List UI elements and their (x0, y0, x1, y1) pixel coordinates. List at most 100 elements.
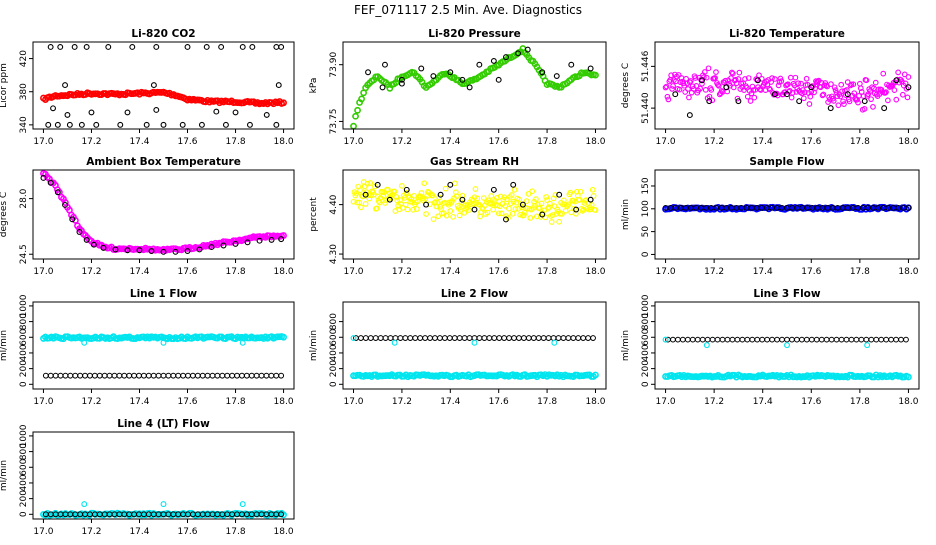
data-point (828, 81, 834, 87)
y-tick-label: 0 (329, 381, 339, 387)
x-tick-label: 17.0 (33, 267, 53, 277)
x-tick-label: 17.2 (81, 137, 101, 147)
data-point (823, 336, 830, 343)
data-point (136, 247, 143, 254)
data-point (239, 339, 246, 346)
data-point (682, 89, 689, 95)
series-average (350, 45, 599, 130)
y-axis-label: ml/min (309, 330, 319, 361)
data-point (490, 57, 497, 64)
data-point (136, 372, 142, 379)
data-point (703, 74, 710, 81)
panel-10: Line 4 (LT) Flow ml/min 17.0 17.2 17.4 17.6 17… (0, 418, 295, 537)
data-point (398, 76, 405, 83)
data-point (860, 93, 867, 99)
panel-title: Line 3 Flow (753, 288, 820, 300)
data-point (663, 83, 670, 90)
data-point (692, 75, 699, 81)
data-point (806, 101, 813, 107)
data-point (52, 372, 59, 379)
data-point (64, 111, 71, 118)
data-point (713, 69, 719, 75)
data-point (116, 372, 123, 379)
data-point (858, 336, 865, 343)
data-point (807, 93, 814, 100)
data-point (517, 211, 523, 218)
data-point (476, 61, 483, 68)
panel-2: Li-820 Pressure kPa 17.0 17.2 17.4 17.6 17.8 18… (309, 28, 607, 147)
data-point (447, 69, 454, 76)
data-point (754, 336, 761, 343)
data-point (87, 372, 93, 379)
data-point (568, 61, 575, 68)
data-point (354, 106, 361, 114)
data-point (675, 336, 681, 343)
data-point (706, 98, 713, 105)
data-point (905, 373, 912, 381)
data-point (180, 372, 187, 379)
data-point (150, 82, 157, 89)
data-point (550, 335, 557, 341)
data-point (546, 204, 552, 210)
x-tick-label: 17.8 (226, 267, 246, 277)
x-tick-label: 18.0 (898, 137, 918, 147)
data-point (905, 84, 912, 91)
data-point (418, 65, 425, 72)
data-point (893, 77, 900, 84)
data-point (47, 179, 54, 186)
data-point (521, 335, 527, 341)
data-point (819, 92, 826, 99)
data-point (732, 76, 739, 83)
data-point (512, 206, 519, 212)
series-samples (45, 44, 285, 128)
x-tick-label: 17.4 (129, 527, 149, 537)
y-tick-label: 51.440 (641, 92, 651, 124)
data-point (565, 201, 572, 208)
data-point (379, 84, 386, 91)
y-tick-label: 28.0 (19, 188, 29, 208)
series-outliers (81, 339, 246, 346)
data-point (808, 84, 815, 91)
series-samples (672, 77, 912, 119)
data-point (669, 86, 675, 92)
series-average (40, 88, 287, 108)
data-point (559, 211, 565, 217)
y-axis-label: ml/min (0, 460, 9, 491)
data-point (459, 196, 466, 203)
data-point (686, 94, 692, 101)
data-point (820, 91, 827, 98)
data-point (699, 336, 706, 343)
data-point (864, 342, 871, 349)
y-tick-label: 1000 (19, 294, 29, 317)
data-point (239, 501, 246, 508)
data-point (208, 244, 215, 251)
data-point (828, 336, 835, 343)
data-point (901, 71, 908, 78)
data-point (155, 372, 162, 379)
data-point (883, 89, 889, 95)
data-point (841, 101, 847, 107)
data-point (246, 121, 253, 128)
data-point (543, 194, 550, 200)
series-samples (42, 511, 285, 518)
x-tick-label: 17.2 (392, 137, 412, 147)
data-point (362, 335, 369, 341)
x-tick-label: 17.2 (392, 267, 412, 277)
data-point (190, 372, 196, 379)
data-point (516, 196, 523, 203)
data-point (457, 206, 464, 213)
plot-frame (342, 169, 607, 260)
x-tick-label: 17.0 (343, 397, 363, 407)
data-point (685, 86, 691, 92)
data-point (840, 98, 846, 105)
data-point (527, 215, 534, 221)
data-point (446, 335, 453, 341)
data-point (729, 70, 736, 77)
figure-title: FEF_071117 2.5 Min. Ave. Diagnostics (354, 3, 582, 17)
panel-8: Line 2 Flow ml/min 17.0 17.2 17.4 17.6 17.8 18.… (309, 288, 607, 407)
data-point (165, 372, 172, 379)
x-tick-label: 17.6 (801, 267, 821, 277)
data-point (204, 372, 211, 379)
data-point (491, 335, 498, 341)
